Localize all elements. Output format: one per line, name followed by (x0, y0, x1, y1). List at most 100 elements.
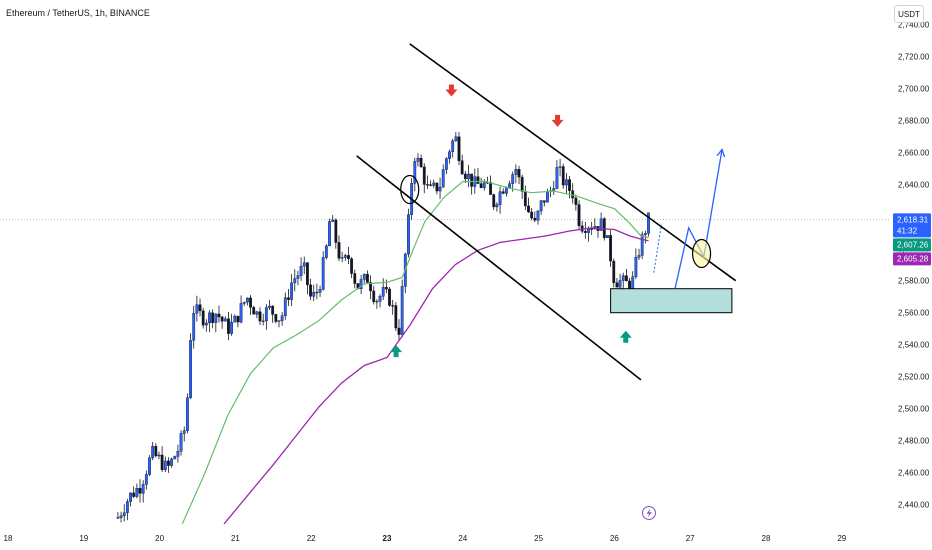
candle (122, 504, 126, 522)
candle (583, 221, 587, 239)
candle-body (451, 140, 455, 152)
candle (315, 283, 319, 300)
candle-body (362, 274, 366, 280)
candle-body (416, 157, 420, 162)
candle-body (315, 291, 319, 294)
candle-body (132, 492, 136, 497)
candle (438, 177, 442, 199)
candle-body (381, 287, 385, 297)
candle-body (476, 176, 480, 184)
x-tick-label: 19 (79, 534, 88, 543)
candle (520, 174, 524, 199)
candle (151, 441, 155, 461)
candle-body (618, 280, 622, 288)
candle (252, 305, 256, 315)
candle-body (204, 322, 208, 326)
candle (280, 312, 284, 326)
candle (564, 172, 568, 194)
candle (546, 188, 549, 203)
candle-body (397, 327, 401, 335)
candle-body (463, 173, 467, 180)
candle-body (173, 456, 177, 460)
candle (359, 275, 363, 295)
candle (331, 215, 335, 222)
candle (561, 163, 565, 189)
candle (416, 153, 420, 167)
candle-body (574, 197, 578, 205)
candle-body (479, 183, 483, 188)
candle-body (192, 312, 196, 341)
candle (400, 279, 404, 338)
candle-body (609, 235, 613, 262)
ma-slow-line (223, 227, 649, 525)
candle-body (634, 257, 638, 278)
candle (637, 248, 641, 261)
candle-body (448, 151, 451, 159)
candle (255, 310, 259, 319)
arrow-down-icon (445, 84, 458, 97)
candle-body (261, 320, 265, 322)
y-tick-label: 2,660.00 (898, 149, 930, 158)
candle-body (470, 173, 474, 187)
candle (296, 270, 300, 286)
candle-body (198, 304, 202, 312)
plot-area[interactable] (116, 43, 737, 525)
candle-body (495, 204, 499, 208)
candle (429, 180, 432, 187)
candle-body (508, 183, 511, 188)
candle-body (637, 255, 641, 258)
x-tick-label: 21 (231, 534, 240, 543)
candle (448, 149, 451, 164)
candle-body (246, 297, 249, 303)
candle (539, 199, 543, 215)
candle (407, 208, 410, 258)
candle-body (154, 446, 158, 457)
candle (236, 315, 240, 328)
candle (501, 188, 505, 195)
candle (615, 278, 619, 288)
candle (271, 305, 275, 323)
candle-body (432, 182, 436, 186)
candle (492, 193, 496, 211)
candle-body (640, 234, 644, 256)
candle (482, 179, 486, 191)
y-tick-label: 2,560.00 (898, 309, 930, 318)
currency-selector[interactable]: USDT (894, 5, 924, 23)
candle-body (599, 218, 603, 231)
candle-body (290, 282, 294, 300)
candle (201, 307, 205, 329)
candle-body (422, 166, 426, 185)
candle (397, 319, 401, 341)
candle (432, 179, 436, 188)
candle-body (501, 191, 505, 194)
candle (208, 310, 211, 333)
channel-lower-line (356, 155, 642, 381)
y-tick-label: 2,520.00 (898, 373, 930, 382)
candle-body (242, 301, 246, 304)
candle-body (564, 179, 568, 186)
lightning-icon[interactable] (642, 506, 656, 520)
ma-slow-value-tag: 2,605.28 (893, 252, 931, 266)
candle (542, 200, 546, 207)
candle (138, 479, 142, 503)
candle-body (561, 166, 565, 186)
candle-body (138, 488, 142, 494)
candle-body (277, 320, 281, 322)
candle-body (258, 311, 262, 322)
candle (347, 246, 350, 265)
candle (318, 285, 322, 297)
y-tick-label: 2,480.00 (898, 437, 930, 446)
arrow-up-icon (619, 330, 632, 343)
candle-body (482, 182, 486, 188)
candle (261, 313, 265, 326)
candle (514, 164, 518, 184)
candle-body (119, 515, 123, 518)
candle (220, 315, 224, 329)
candle-body (419, 157, 423, 168)
candle (394, 302, 398, 332)
price-tag-label: 2,618.31 (897, 215, 929, 224)
candle (558, 158, 562, 177)
ma-fast-line (181, 180, 649, 525)
candle (299, 257, 303, 281)
